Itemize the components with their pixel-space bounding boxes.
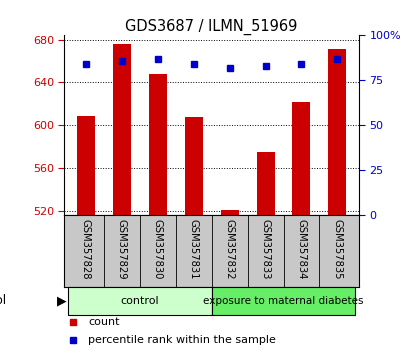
- Bar: [149, 74, 167, 215]
- Bar: [77, 115, 95, 215]
- Bar: [212, 287, 355, 315]
- Text: ▶: ▶: [56, 294, 66, 307]
- Text: GSM357828: GSM357828: [81, 218, 91, 279]
- Text: control: control: [120, 296, 159, 306]
- Title: GDS3687 / ILMN_51969: GDS3687 / ILMN_51969: [125, 19, 298, 35]
- Bar: [113, 44, 131, 215]
- Bar: [328, 49, 347, 215]
- Text: count: count: [88, 318, 120, 327]
- Text: protocol: protocol: [0, 294, 7, 307]
- Text: GSM357830: GSM357830: [153, 218, 163, 279]
- Text: GSM357833: GSM357833: [261, 218, 271, 279]
- Bar: [68, 287, 212, 315]
- Bar: [256, 152, 275, 215]
- Text: GSM357832: GSM357832: [225, 218, 234, 279]
- Bar: [221, 210, 239, 215]
- Text: GSM357829: GSM357829: [117, 218, 127, 279]
- Bar: [185, 116, 203, 215]
- Text: GSM357834: GSM357834: [296, 218, 307, 279]
- Text: percentile rank within the sample: percentile rank within the sample: [88, 335, 276, 346]
- Bar: [293, 102, 310, 215]
- Text: GSM357831: GSM357831: [189, 218, 199, 279]
- Text: GSM357835: GSM357835: [332, 218, 342, 279]
- Text: exposure to maternal diabetes: exposure to maternal diabetes: [203, 296, 364, 306]
